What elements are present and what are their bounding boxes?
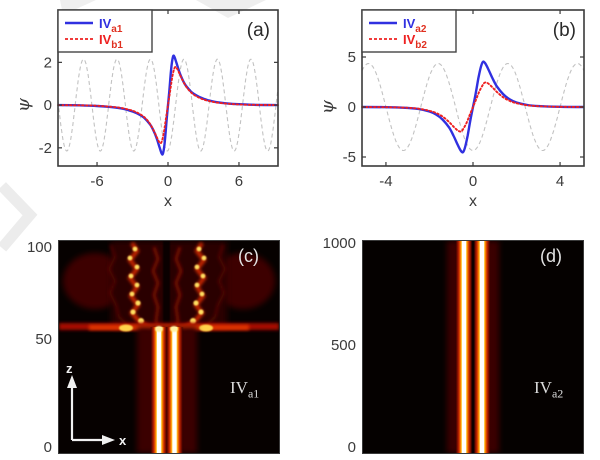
x-tick-label: 6	[235, 173, 243, 190]
d-ytick-1000: 1000	[322, 235, 356, 252]
annotation-IVa1: IVa1	[230, 378, 260, 401]
stripe-top-knot	[170, 326, 178, 332]
d-ytick-500: 500	[330, 337, 356, 354]
y-tick-label: 0	[44, 97, 52, 114]
annotation-IVa2: IVa2	[534, 378, 564, 401]
panel-letter-label: (a)	[247, 20, 270, 41]
IV_b2-curve	[361, 81, 585, 133]
filament	[204, 244, 227, 328]
x-tick-label: -6	[90, 173, 103, 190]
y-axis-title: ψ	[13, 97, 34, 112]
legend-entry-label: IVb1	[99, 32, 123, 51]
watermark-triangle	[196, 0, 266, 18]
soliton-stripe	[150, 327, 168, 453]
legend-entry-label: IVa1	[99, 16, 123, 35]
filament	[173, 246, 183, 330]
lattice-curve	[57, 58, 279, 152]
soliton-stripe	[455, 241, 473, 453]
legend-box	[361, 9, 457, 53]
x-tick-label: 4	[556, 173, 564, 190]
c-ytick-50: 50	[35, 331, 52, 348]
breakup-knot	[199, 324, 213, 332]
panel-d-label: (d)	[540, 246, 562, 266]
soliton-stripe	[473, 241, 491, 453]
stripe-top-knot	[155, 326, 163, 332]
y-tick-label: 0	[348, 99, 356, 116]
x-axis-label: x	[119, 433, 127, 448]
filament	[107, 244, 130, 328]
panel-c-heatmap	[58, 240, 280, 454]
y-tick-label: -2	[39, 140, 52, 157]
x-arrowhead-icon	[102, 435, 115, 445]
legend-entry-label: IVa2	[403, 16, 427, 35]
panel-letter-label: (b)	[553, 20, 576, 41]
y-axis-title: ψ	[317, 99, 338, 114]
x-axis-title: x	[164, 193, 172, 210]
z-arrowhead-icon	[67, 375, 77, 388]
c-ytick-100: 100	[26, 239, 52, 256]
z-axis-label: z	[66, 362, 73, 376]
legend-entry-label: IVb2	[403, 32, 427, 51]
coordinate-arrows: z x	[66, 362, 127, 448]
lattice-curve	[361, 62, 585, 152]
filament	[151, 246, 161, 330]
x-tick-label: -4	[379, 173, 392, 190]
dark-channel	[471, 241, 475, 453]
soliton-stripe	[165, 327, 184, 453]
x-tick-label: 0	[469, 173, 477, 190]
IV_b1-curve	[57, 65, 279, 145]
x-tick-label: 0	[164, 173, 172, 190]
legend-box	[57, 9, 153, 53]
d-ytick-0: 0	[347, 439, 356, 456]
c-ytick-0: 0	[43, 439, 52, 456]
y-tick-label: 5	[348, 49, 356, 66]
y-tick-label: -5	[343, 149, 356, 166]
dark-channel	[163, 241, 170, 325]
panel-c-label: (c)	[238, 246, 259, 266]
panel-d-heatmap	[362, 240, 584, 454]
filament-knots	[127, 246, 207, 324]
y-tick-label: 2	[44, 54, 52, 71]
watermark-chevron	[0, 182, 38, 252]
x-axis-title: x	[469, 193, 477, 210]
breakup-knot	[119, 324, 133, 332]
